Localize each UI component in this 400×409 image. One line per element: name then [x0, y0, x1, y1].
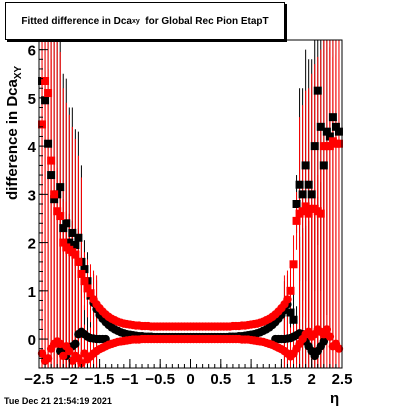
data-point [334, 344, 344, 353]
data-point [322, 127, 331, 136]
x-tick-label: −1 [121, 371, 138, 388]
y-axis-label-subscript: XY [13, 65, 24, 80]
data-point [62, 219, 71, 228]
data-point [80, 265, 89, 274]
y-tick-label: 1 [28, 284, 36, 301]
data-point [304, 209, 313, 218]
data-point [68, 228, 77, 237]
y-tick-label: 3 [28, 187, 36, 204]
data-point [50, 190, 59, 199]
data-point [331, 122, 340, 131]
data-point [53, 207, 62, 216]
x-tick-label: 1 [247, 371, 255, 388]
y-tick-label: 5 [28, 91, 36, 108]
x-tick-label: 0.5 [210, 371, 231, 388]
data-point [313, 86, 322, 95]
y-tick-label: 0 [28, 332, 36, 349]
x-tick-label: −0.5 [145, 371, 175, 388]
data-point [319, 337, 329, 346]
data-point [77, 358, 86, 368]
data-point [71, 250, 80, 259]
data-point [59, 238, 68, 247]
data-point [307, 190, 316, 199]
data-point [71, 339, 80, 349]
data-point [74, 233, 83, 242]
data-point [298, 207, 307, 216]
y-axis-label: difference in DcaXY [4, 66, 24, 200]
data-point [47, 171, 56, 180]
data-point [325, 142, 334, 151]
data-point [301, 202, 310, 211]
data-point [74, 257, 83, 266]
data-point [286, 286, 295, 295]
data-point [86, 289, 95, 298]
data-point [310, 142, 319, 151]
y-axis-label-main: difference in Dca [4, 79, 21, 200]
data-point [292, 200, 301, 208]
data-point [325, 132, 334, 141]
data-point [41, 96, 50, 105]
x-tick-label: −2.5 [24, 371, 54, 388]
data-point [286, 308, 295, 317]
data-point [283, 295, 292, 304]
x-tick-label: 1.5 [271, 371, 292, 388]
data-point [59, 351, 68, 361]
data-point [44, 139, 53, 148]
x-tick-label: 0 [186, 371, 194, 388]
data-point [295, 180, 304, 189]
data-point [301, 161, 310, 170]
chart-title-subscript: xy [131, 17, 140, 25]
data-point [41, 77, 50, 85]
x-tick-label: 2.5 [332, 371, 353, 388]
data-point [80, 277, 89, 286]
chart-title: Fitted difference in Dca xy for Global Re… [5, 2, 285, 40]
data-point [47, 156, 56, 165]
data-point [289, 315, 298, 324]
data-point [325, 332, 335, 341]
chart-title-main: Fitted difference in Dca [21, 15, 132, 27]
data-point [316, 209, 325, 218]
chart-title-suffix: for Global Rec Pion EtapT [139, 15, 269, 27]
y-tick-label: 4 [28, 139, 37, 156]
data-point [319, 161, 328, 170]
data-point [328, 113, 337, 122]
data-point [304, 180, 313, 189]
data-point [43, 354, 53, 363]
data-markers [37, 77, 344, 368]
timestamp: Tue Dec 21 21:54:19 2021 [4, 396, 112, 406]
axis-ticks [38, 49, 343, 369]
data-point [37, 349, 47, 358]
data-point [83, 284, 92, 293]
data-point [334, 127, 343, 136]
y-tick-label: 2 [28, 236, 36, 253]
data-point [334, 139, 343, 148]
x-axis-label: η [330, 390, 340, 407]
data-point [77, 269, 86, 278]
data-point [298, 190, 307, 199]
tick-labels: −2.5 −2 −1.5 −1 −0.5 0 0.5 1 1.5 2 2.5 0 1 2 3 4 5 6 [24, 43, 352, 388]
data-point [50, 195, 59, 204]
data-point [56, 183, 65, 192]
data-point [316, 122, 325, 131]
data-point [65, 346, 74, 356]
data-point [59, 224, 68, 233]
data-point [38, 120, 47, 129]
x-tick-label: −1.5 [85, 371, 115, 388]
data-point [292, 216, 301, 225]
y-tick-label: 6 [28, 43, 36, 60]
data-point [322, 325, 332, 334]
data-point [44, 89, 53, 98]
x-tick-label: −2 [61, 371, 78, 388]
data-point [71, 241, 80, 249]
data-point [289, 260, 298, 269]
data-point [65, 238, 74, 247]
x-tick-label: 2 [308, 371, 316, 388]
data-point [56, 212, 65, 221]
